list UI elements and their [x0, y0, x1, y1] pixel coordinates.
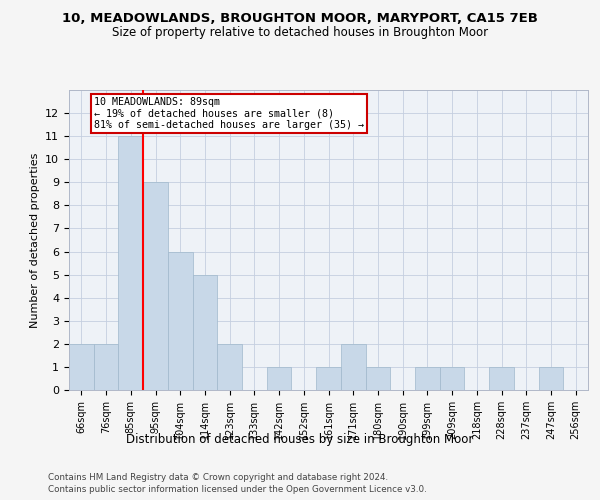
Y-axis label: Number of detached properties: Number of detached properties [29, 152, 40, 328]
Bar [193, 274, 217, 390]
Bar [143, 182, 168, 390]
Bar [539, 367, 563, 390]
Bar [440, 367, 464, 390]
Bar [217, 344, 242, 390]
Bar [489, 367, 514, 390]
Bar [316, 367, 341, 390]
Text: 10, MEADOWLANDS, BROUGHTON MOOR, MARYPORT, CA15 7EB: 10, MEADOWLANDS, BROUGHTON MOOR, MARYPOR… [62, 12, 538, 26]
Bar [69, 344, 94, 390]
Bar [267, 367, 292, 390]
Text: Contains public sector information licensed under the Open Government Licence v3: Contains public sector information licen… [48, 485, 427, 494]
Bar [415, 367, 440, 390]
Text: 10 MEADOWLANDS: 89sqm
← 19% of detached houses are smaller (8)
81% of semi-detac: 10 MEADOWLANDS: 89sqm ← 19% of detached … [94, 97, 364, 130]
Text: Distribution of detached houses by size in Broughton Moor: Distribution of detached houses by size … [127, 432, 473, 446]
Bar [94, 344, 118, 390]
Bar [365, 367, 390, 390]
Text: Size of property relative to detached houses in Broughton Moor: Size of property relative to detached ho… [112, 26, 488, 39]
Bar [341, 344, 365, 390]
Bar [168, 252, 193, 390]
Text: Contains HM Land Registry data © Crown copyright and database right 2024.: Contains HM Land Registry data © Crown c… [48, 472, 388, 482]
Bar [118, 136, 143, 390]
